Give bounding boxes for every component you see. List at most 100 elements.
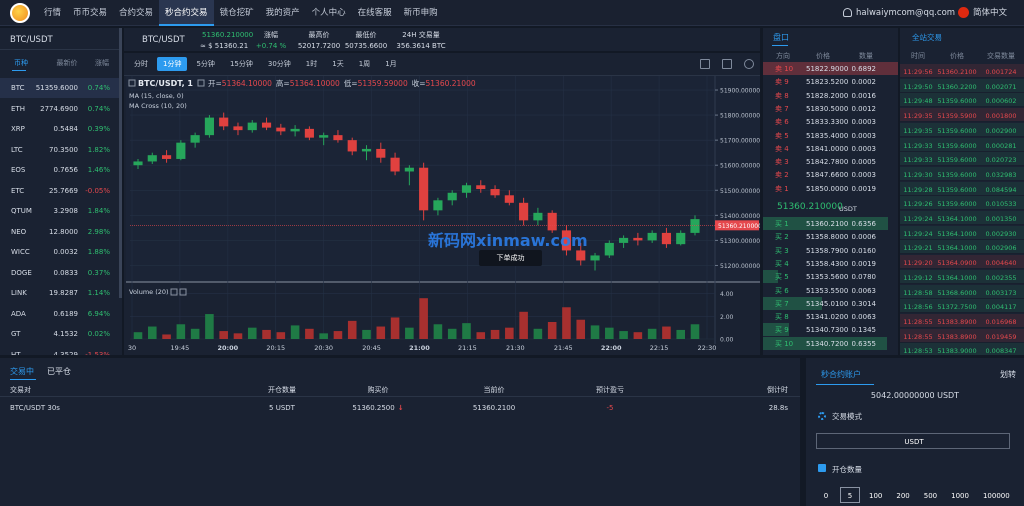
- volume-bar: [190, 328, 200, 339]
- market-row[interactable]: BTC 51359.6000 0.74%: [0, 78, 122, 98]
- stat-label: 24H 交易量: [402, 31, 440, 39]
- orderbook-last-price: 51360.210000: [777, 202, 843, 212]
- nav-item[interactable]: 新币申购: [403, 8, 438, 18]
- market-row[interactable]: EOS 0.7656 1.46%: [0, 160, 122, 180]
- nav-item[interactable]: 我的资产: [265, 8, 300, 18]
- amount-option[interactable]: 0: [823, 492, 829, 500]
- trade-row-bg: [900, 269, 1024, 284]
- nav-item[interactable]: 合约交易: [119, 8, 154, 18]
- market-row[interactable]: NEO 12.8000 2.98%: [0, 222, 122, 242]
- market-row[interactable]: GT 4.1532 0.02%: [0, 324, 122, 344]
- market-row[interactable]: XRP 0.5484 0.39%: [0, 119, 122, 139]
- interval-button[interactable]: 1周: [358, 60, 371, 68]
- nav-item[interactable]: 在线客服: [357, 8, 392, 18]
- last-price: 51359.6000: [35, 84, 78, 92]
- market-row[interactable]: LINK 19.8287 1.14%: [0, 283, 122, 303]
- depth-bar: [763, 270, 779, 284]
- market-row[interactable]: ETC 25.7669 -0.05%: [0, 181, 122, 201]
- change-percent: 1.84%: [87, 207, 110, 215]
- trade-row-bg: [900, 299, 1024, 314]
- candle-body: [147, 155, 157, 162]
- volume-bar: [176, 324, 186, 339]
- transfer-button[interactable]: 划转: [1000, 370, 1016, 379]
- amount-option[interactable]: 100: [869, 492, 883, 500]
- candle-body: [404, 167, 414, 172]
- position-tab[interactable]: 交易中: [10, 367, 34, 376]
- trade-row-bg: [900, 181, 1024, 196]
- trade-amount: 0.001350: [985, 215, 1017, 223]
- coin-symbol: ETH: [11, 104, 25, 113]
- amount-option[interactable]: 200: [896, 492, 910, 500]
- trade-price: 51360.2200: [937, 82, 977, 91]
- trade-time: 11:28:53: [903, 347, 933, 355]
- order-price: 51835.4000: [806, 131, 849, 140]
- nav-item[interactable]: 锁仓挖矿: [219, 8, 254, 18]
- user-email[interactable]: halwaiymcom@qq.com: [856, 8, 956, 18]
- market-row[interactable]: WICC 0.0032 1.88%: [0, 242, 122, 262]
- order-side: 卖 4: [775, 144, 789, 153]
- interval-button[interactable]: 1月: [385, 60, 397, 68]
- order-amount: 0.6892: [851, 65, 877, 73]
- order-amount: 0.0003: [851, 144, 877, 153]
- market-row[interactable]: QTUM 3.2908 1.84%: [0, 201, 122, 221]
- nav-item[interactable]: 行情: [44, 8, 62, 18]
- trade-amount: 0.002900: [985, 126, 1017, 135]
- interval-button[interactable]: 1分钟: [157, 57, 188, 71]
- settings-button[interactable]: [744, 59, 754, 69]
- amount-option[interactable]: 5: [840, 487, 860, 503]
- fullscreen-button[interactable]: [700, 59, 710, 69]
- trade-time: 11:29:26: [903, 200, 933, 209]
- volume-tick-label: 0.00: [720, 337, 734, 344]
- trade-row-bg: [900, 108, 1024, 123]
- kline-panel: 分时 1分钟 5分钟 15分钟 30分钟 1时 1天 1周 1月 51200.000000 5130…: [124, 53, 760, 355]
- market-row[interactable]: HT 4.3529 -1.53%: [0, 345, 122, 356]
- order-amount: 0.0063: [851, 313, 877, 322]
- column-header[interactable]: 币种: [14, 59, 28, 67]
- interval-button[interactable]: 15分钟: [229, 60, 253, 68]
- mode-button[interactable]: USDT: [816, 433, 1010, 449]
- orderbook: 盘口 方向 价格 数量卖 10 51822.9000 0.6892 卖 9 51823.520…: [763, 28, 898, 355]
- interval-button[interactable]: 1天: [332, 60, 344, 68]
- change-percent: 1.46%: [87, 166, 110, 174]
- order-side: 买 2: [775, 233, 789, 242]
- market-row[interactable]: ETH 2774.6900 0.74%: [0, 99, 122, 119]
- trade-row-bg: [900, 122, 1024, 137]
- amount-option[interactable]: 100000: [982, 492, 1010, 500]
- trade-amount: 0.002930: [985, 229, 1017, 238]
- market-row[interactable]: DOGE 0.0833 0.37%: [0, 263, 122, 283]
- column-header: 预计盈亏: [596, 386, 624, 394]
- market-row[interactable]: LTC 70.3500 1.82%: [0, 140, 122, 160]
- nav-item[interactable]: 秒合约交易: [159, 0, 214, 26]
- interval-button[interactable]: 30分钟: [267, 60, 291, 68]
- volume-bar: [505, 327, 514, 339]
- account-title[interactable]: 秒合约账户: [821, 370, 861, 379]
- order-price: 51823.5200: [806, 78, 849, 87]
- nav-item[interactable]: 个人中心: [311, 8, 346, 18]
- change-percent: 1.88%: [87, 248, 110, 256]
- y-tick-label: 51200.000000: [720, 263, 760, 270]
- ohlc-value: 51364.10000: [222, 79, 272, 88]
- language-switch[interactable]: 简体中文: [973, 8, 1008, 18]
- candle-body: [547, 212, 557, 231]
- interval-button[interactable]: 5分钟: [196, 60, 215, 68]
- screenshot-button[interactable]: [722, 59, 732, 69]
- nav-item[interactable]: 币币交易: [73, 8, 108, 18]
- order-amount: 0.0019: [851, 184, 877, 193]
- interval-button[interactable]: 分时: [134, 60, 148, 68]
- x-tick-label: 20:30: [314, 344, 333, 352]
- candle-body: [219, 117, 229, 127]
- toast: 下单成功: [479, 250, 542, 266]
- amount-option[interactable]: 500: [923, 492, 938, 500]
- y-tick-label: 51600.000000: [720, 163, 760, 170]
- interval-button[interactable]: 1时: [305, 60, 318, 68]
- column-header: 最新价: [56, 59, 78, 67]
- amount-option[interactable]: 1000: [951, 492, 969, 500]
- legend-toggle: [197, 79, 205, 87]
- position-tab[interactable]: 已平仓: [47, 367, 71, 376]
- x-tick-label: 20:15: [266, 344, 285, 352]
- trade-amount: 0.020723: [985, 156, 1017, 165]
- trade-time: 11:29:56: [903, 68, 933, 76]
- order-price: 51850.0000: [806, 184, 849, 193]
- volume-bar: [147, 326, 157, 339]
- market-row[interactable]: ADA 0.6189 6.94%: [0, 304, 122, 324]
